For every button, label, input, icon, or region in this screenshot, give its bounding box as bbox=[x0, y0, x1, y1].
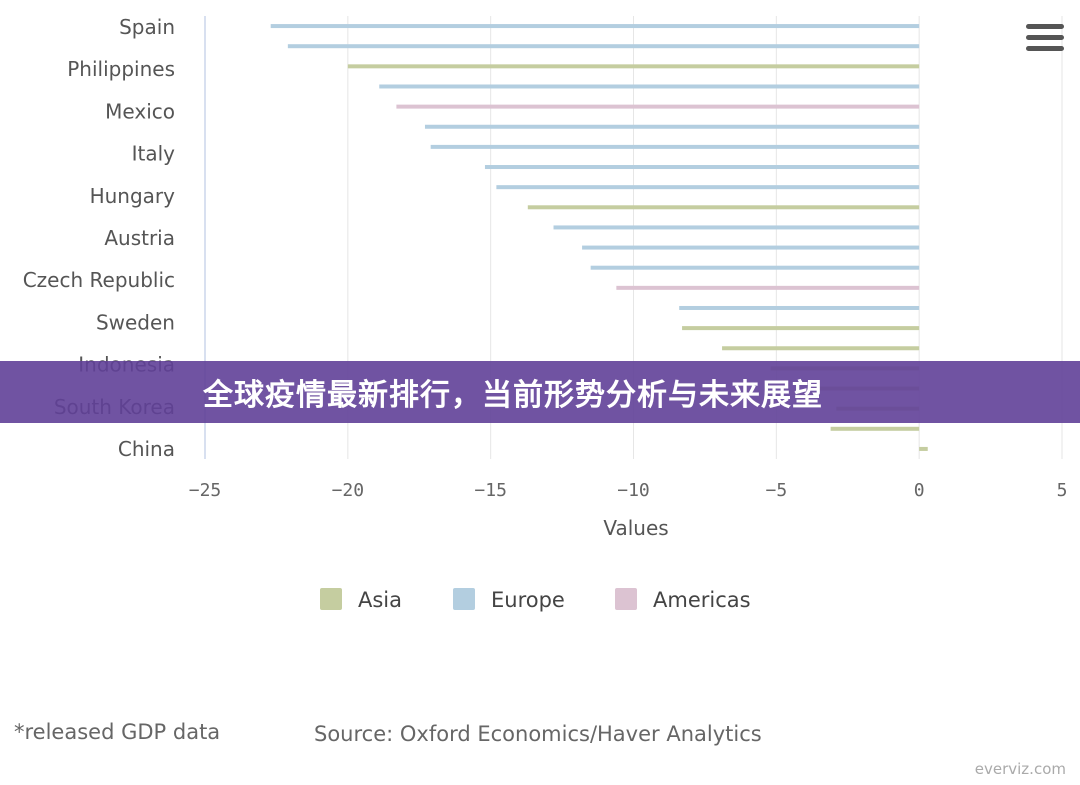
category-label: Czech Republic bbox=[23, 268, 175, 292]
x-tick-label: −25 bbox=[189, 480, 222, 501]
bar-2 bbox=[347, 64, 920, 69]
bar-10 bbox=[553, 225, 920, 230]
category-label: Spain bbox=[119, 15, 175, 39]
x-tick-label: −10 bbox=[617, 480, 650, 501]
legend-label-asia: Asia bbox=[358, 588, 402, 612]
bar-16 bbox=[722, 346, 920, 351]
bar-8 bbox=[496, 185, 920, 190]
x-tick-label: −20 bbox=[332, 480, 365, 501]
footnote: *released GDP data bbox=[14, 720, 221, 744]
bar-3 bbox=[379, 84, 920, 89]
x-tick-label: −15 bbox=[474, 480, 507, 501]
x-tick-label: −5 bbox=[765, 480, 787, 501]
legend-label-americas: Americas bbox=[653, 588, 751, 612]
bar-14 bbox=[679, 305, 920, 310]
source-note: Source: Oxford Economics/Haver Analytics bbox=[314, 722, 762, 746]
bar-1 bbox=[287, 44, 920, 49]
category-label: Mexico bbox=[105, 99, 175, 123]
category-label: Austria bbox=[104, 226, 175, 250]
bar-13 bbox=[616, 285, 920, 290]
legend-label-europe: Europe bbox=[491, 588, 565, 612]
category-label: China bbox=[118, 437, 175, 461]
legend-swatch-asia bbox=[320, 588, 342, 610]
category-label: Philippines bbox=[67, 57, 175, 81]
legend-swatch-americas bbox=[615, 588, 637, 610]
bar-5 bbox=[424, 124, 920, 129]
bar-7 bbox=[484, 165, 920, 170]
category-label: Hungary bbox=[90, 184, 176, 208]
x-axis-title: Values bbox=[603, 516, 668, 540]
overlay-banner: 全球疫情最新排行，当前形势分析与未来展望 bbox=[0, 361, 1080, 423]
bar-21 bbox=[919, 446, 928, 451]
x-tick-label: 0 bbox=[914, 480, 925, 501]
bar-12 bbox=[590, 265, 920, 270]
category-label: Sweden bbox=[96, 310, 175, 334]
bar-0 bbox=[270, 24, 920, 29]
hamburger-menu-icon[interactable] bbox=[1026, 24, 1064, 54]
credit-link[interactable]: everviz.com bbox=[974, 760, 1066, 778]
x-tick-label: 5 bbox=[1057, 480, 1068, 501]
bar-6 bbox=[430, 144, 920, 149]
legend-swatch-europe bbox=[453, 588, 475, 610]
bar-20 bbox=[830, 426, 920, 431]
bar-11 bbox=[582, 245, 920, 250]
bar-9 bbox=[527, 205, 920, 210]
bar-4 bbox=[396, 104, 920, 109]
bar-15 bbox=[682, 326, 920, 331]
category-label: Italy bbox=[132, 142, 176, 166]
banner-title: 全球疫情最新排行，当前形势分析与未来展望 bbox=[203, 378, 823, 413]
